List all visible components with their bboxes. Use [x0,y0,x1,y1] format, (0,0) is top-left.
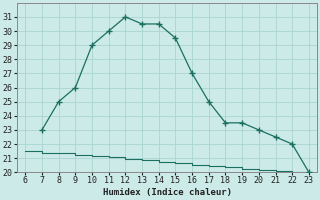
X-axis label: Humidex (Indice chaleur): Humidex (Indice chaleur) [103,188,232,197]
